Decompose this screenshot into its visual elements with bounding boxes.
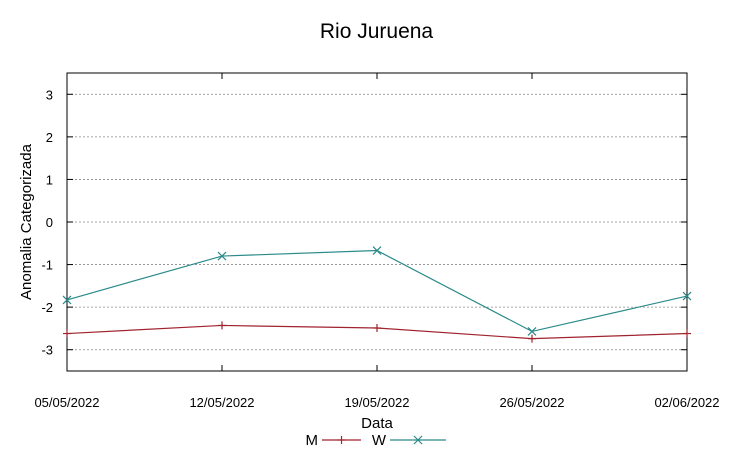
y-axis: 3 2 1 0 -1 -2 -3 — [41, 87, 687, 358]
y-tick-label: -1 — [41, 258, 53, 273]
data-point-W — [217, 251, 227, 261]
y-tick-label: -2 — [41, 300, 53, 315]
x-tick-label: 05/05/2022 — [34, 395, 99, 410]
legend-item-M: M — [306, 432, 361, 449]
data-point-M — [373, 324, 381, 333]
x-tick-label: 12/05/2022 — [189, 395, 254, 410]
legend-label: M — [306, 432, 319, 449]
x-tick-label: 26/05/2022 — [499, 395, 564, 410]
y-tick-label: -3 — [41, 343, 53, 358]
series-M — [63, 321, 691, 343]
data-point-M — [63, 329, 71, 338]
x-axis-title: Data — [361, 415, 393, 432]
data-point-W — [372, 246, 382, 255]
legend-marker — [337, 436, 346, 444]
y-axis-title: Anomalia Categorizada — [18, 143, 35, 300]
y-tick-label: 2 — [46, 130, 53, 145]
legend-label: W — [372, 432, 387, 449]
y-tick-label: 3 — [46, 87, 53, 102]
series-line-W — [66, 249, 688, 333]
y-tick-label: 0 — [46, 215, 53, 230]
series-layer — [62, 246, 692, 343]
data-point-M — [683, 329, 691, 338]
data-point-W — [62, 295, 72, 305]
grid-lines — [67, 93, 687, 351]
legend-item-W: W — [372, 432, 446, 449]
data-point-M — [218, 321, 226, 330]
x-tick-label: 02/06/2022 — [654, 395, 719, 410]
x-tick-label: 19/05/2022 — [344, 395, 409, 410]
data-point-W — [682, 291, 692, 301]
data-point-W — [527, 326, 537, 336]
series-W — [62, 246, 692, 336]
x-axis: 05/05/2022 12/05/2022 19/05/2022 26/05/2022… — [34, 73, 720, 410]
y-tick-label: 1 — [46, 172, 53, 187]
legend-marker — [413, 435, 423, 445]
data-point-M — [528, 334, 536, 343]
chart-title: Rio Juruena — [320, 20, 434, 43]
